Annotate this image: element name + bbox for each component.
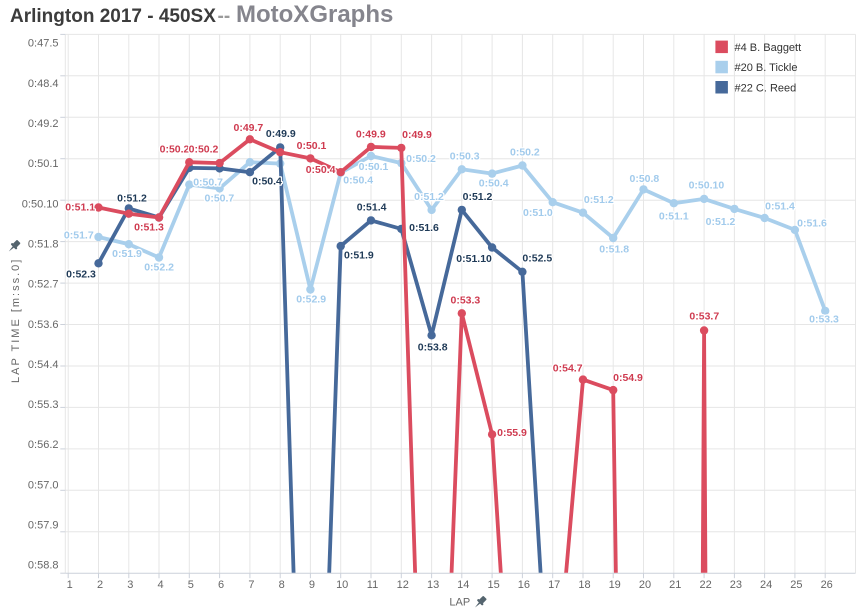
svg-text:0:52.5: 0:52.5 [522,253,552,265]
svg-text:0:51.1: 0:51.1 [659,210,689,222]
svg-text:9: 9 [309,579,315,591]
svg-text:6: 6 [218,579,224,591]
svg-text:4: 4 [157,579,163,591]
svg-text:25: 25 [790,579,802,591]
svg-text:0:51.9: 0:51.9 [344,249,374,261]
svg-text:0:49.7: 0:49.7 [234,122,264,134]
svg-text:0:51.2: 0:51.2 [117,192,147,204]
svg-text:11: 11 [367,579,378,591]
svg-text:15: 15 [487,579,499,591]
svg-text:0:49.9: 0:49.9 [356,128,386,140]
svg-text:13: 13 [427,579,439,591]
svg-text:#20 B. Tickle: #20 B. Tickle [735,62,798,74]
svg-text:1: 1 [67,579,73,591]
svg-text:0:50.1: 0:50.1 [28,158,59,170]
svg-text:0:51.2: 0:51.2 [414,191,444,203]
svg-text:0:51.2: 0:51.2 [463,191,493,203]
svg-text:0:52.2: 0:52.2 [144,261,174,273]
svg-text:0:50.4: 0:50.4 [479,178,509,190]
svg-text:17: 17 [548,579,560,591]
svg-text:0:50.2: 0:50.2 [406,153,436,165]
svg-text:0:50.1: 0:50.1 [297,140,327,152]
svg-text:0:49.2: 0:49.2 [28,118,59,130]
svg-text:0:57.9: 0:57.9 [28,520,59,532]
svg-text:0:51.4: 0:51.4 [765,201,795,213]
svg-text:0:53.6: 0:53.6 [28,319,59,331]
svg-text:10: 10 [336,579,348,591]
svg-text:0:50.3: 0:50.3 [450,151,480,163]
svg-text:19: 19 [609,579,621,591]
svg-text:0:56.2: 0:56.2 [28,439,59,451]
svg-text:0:50.2: 0:50.2 [160,143,190,155]
svg-text:0:50.1: 0:50.1 [359,161,389,173]
svg-text:0:58.8: 0:58.8 [28,560,59,572]
svg-text:8: 8 [279,579,285,591]
svg-text:0:50.2: 0:50.2 [189,143,219,155]
svg-text:0:51.6: 0:51.6 [409,222,439,234]
svg-text:20: 20 [639,579,651,591]
svg-text:0:50.10: 0:50.10 [689,180,725,192]
svg-text:#4 B. Baggett: #4 B. Baggett [735,42,802,54]
svg-text:0:51.10: 0:51.10 [456,253,492,265]
svg-text:26: 26 [821,579,833,591]
svg-text:0:51.6: 0:51.6 [797,218,827,230]
svg-text:18: 18 [578,579,590,591]
svg-text:0:51.1: 0:51.1 [65,202,95,214]
svg-text:0:54.9: 0:54.9 [613,372,643,384]
svg-text:0:55.9: 0:55.9 [497,427,527,439]
svg-text:0:57.0: 0:57.0 [28,479,59,491]
svg-text:0:49.9: 0:49.9 [402,129,432,141]
svg-text:5: 5 [188,579,194,591]
svg-text:0:54.7: 0:54.7 [553,362,583,374]
svg-text:0:47.5: 0:47.5 [28,38,59,50]
svg-text:0:48.4: 0:48.4 [28,78,59,90]
svg-text:0:54.4: 0:54.4 [28,359,59,371]
svg-text:0:53.3: 0:53.3 [451,294,481,306]
svg-text:0:51.9: 0:51.9 [112,248,142,260]
svg-text:22: 22 [699,579,711,591]
svg-text:0:53.7: 0:53.7 [689,311,719,323]
svg-text:0:50.4: 0:50.4 [306,164,336,176]
svg-text:0:51.7: 0:51.7 [64,230,94,242]
svg-text:0:53.8: 0:53.8 [418,342,448,354]
svg-text:0:50.2: 0:50.2 [510,147,540,159]
svg-text:LAP TIME [m:ss.0]: LAP TIME [m:ss.0] [10,258,22,383]
svg-text:0:51.2: 0:51.2 [706,216,736,228]
svg-text:14: 14 [457,579,469,591]
svg-text:0:51.8: 0:51.8 [28,239,59,251]
svg-text:0:50.4: 0:50.4 [343,175,373,187]
svg-text:0:51.2: 0:51.2 [584,194,614,206]
svg-text:0:50.8: 0:50.8 [630,173,660,185]
svg-text:0:55.3: 0:55.3 [28,399,59,411]
svg-text:0:50.7: 0:50.7 [193,176,223,188]
svg-text:0:51.0: 0:51.0 [523,207,553,219]
svg-text:2: 2 [97,579,103,591]
svg-text:0:51.4: 0:51.4 [357,201,387,213]
svg-text:MotoXGraphs: MotoXGraphs [236,1,393,28]
svg-text:#22 C. Reed: #22 C. Reed [735,82,797,94]
svg-text:0:51.3: 0:51.3 [134,221,164,233]
svg-text:16: 16 [518,579,530,591]
svg-text:0:50.4: 0:50.4 [252,176,282,188]
svg-text:0:50.7: 0:50.7 [205,192,235,204]
svg-text:0:51.8: 0:51.8 [599,244,629,256]
svg-text:7: 7 [248,579,254,591]
svg-text:21: 21 [669,579,681,591]
svg-text:0:52.9: 0:52.9 [296,294,326,306]
svg-text:12: 12 [397,579,409,591]
svg-text:0:52.7: 0:52.7 [28,279,59,291]
svg-text:23: 23 [730,579,742,591]
svg-text:LAP: LAP [449,597,470,609]
svg-text:3: 3 [127,579,133,591]
svg-text:0:50.10: 0:50.10 [22,198,59,210]
svg-text:24: 24 [760,579,772,591]
svg-text:--: -- [218,6,231,27]
svg-text:0:53.3: 0:53.3 [809,313,839,325]
svg-text:0:49.9: 0:49.9 [266,128,296,140]
svg-text:0:52.3: 0:52.3 [66,268,96,280]
svg-text:Arlington 2017 - 450SX: Arlington 2017 - 450SX [10,6,216,27]
